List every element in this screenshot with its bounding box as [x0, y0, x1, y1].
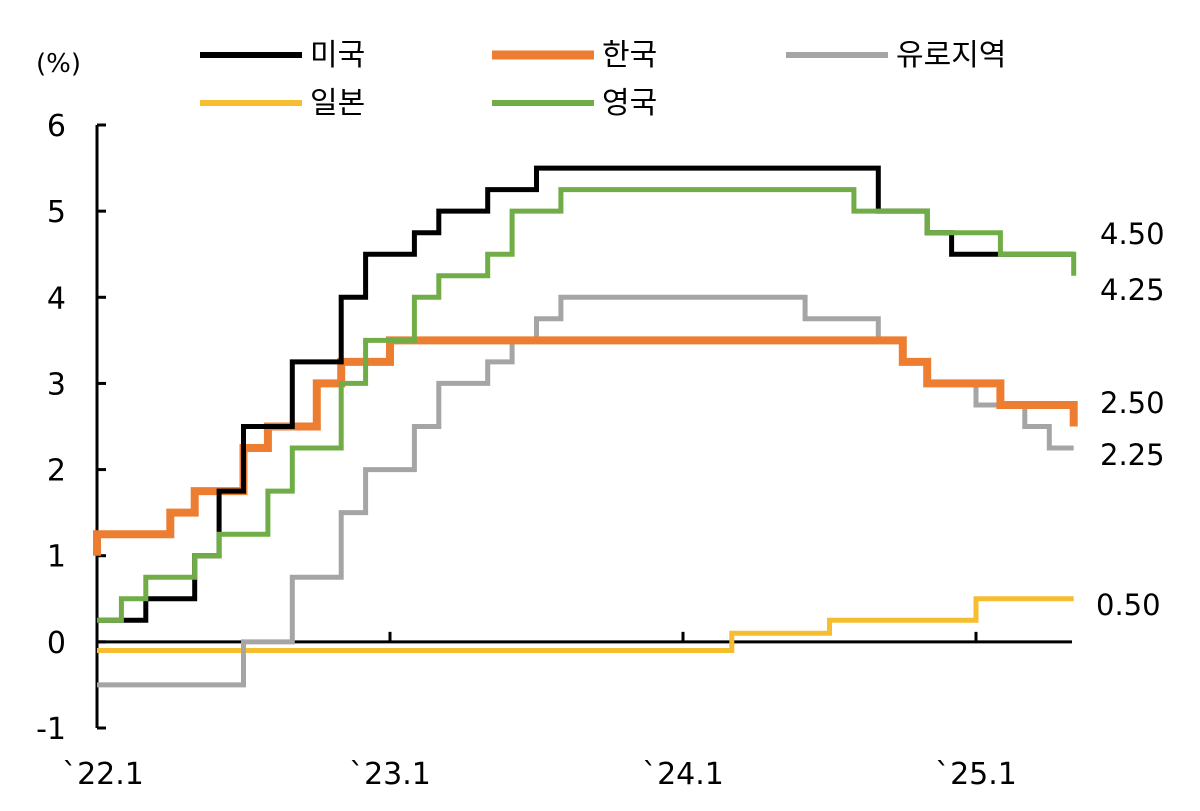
- x-tick-label: `23.1: [349, 757, 431, 792]
- end-value-label: 4.50: [1100, 217, 1165, 251]
- legend-label-1: 한국: [602, 38, 657, 73]
- y-tick-label: 4: [47, 281, 66, 316]
- series-line-1: [93, 336, 1078, 556]
- end-value-label: 0.50: [1096, 588, 1161, 622]
- axes: -1 0 1 2 3 4 5 6 `22.1 `23.1 `24.1 `25.1 (%): [36, 49, 1072, 792]
- end-labels: 4.50 4.25 2.50 2.25 0.50: [1096, 217, 1165, 622]
- y-tick-label: 2: [47, 454, 66, 489]
- series-layer: [93, 165, 1078, 688]
- x-tick-label: `24.1: [642, 757, 724, 792]
- y-tick-label: -1: [36, 712, 66, 747]
- y-tick-label: 6: [47, 109, 66, 144]
- y-tick-label: 3: [47, 367, 66, 402]
- x-tick-label: `25.1: [935, 757, 1017, 792]
- unit-label: (%): [36, 49, 81, 79]
- y-tick-label: 5: [47, 195, 66, 230]
- y-tick-label: 0: [47, 626, 66, 661]
- end-value-label: 4.25: [1100, 273, 1165, 307]
- series-line-4: [97, 187, 1077, 623]
- series-line-3: [97, 596, 1074, 653]
- legend-label-2: 유로지역: [896, 38, 1006, 73]
- legend-label-3: 일본: [310, 86, 365, 121]
- series-line-0: [97, 165, 1074, 623]
- x-tick-label: `22.1: [62, 757, 144, 792]
- end-value-label: 2.50: [1100, 386, 1165, 420]
- legend-label-4: 영국: [602, 86, 657, 121]
- end-value-label: 2.25: [1100, 438, 1165, 472]
- y-tick-label: 1: [47, 540, 66, 575]
- legend-label-0: 미국: [310, 38, 365, 73]
